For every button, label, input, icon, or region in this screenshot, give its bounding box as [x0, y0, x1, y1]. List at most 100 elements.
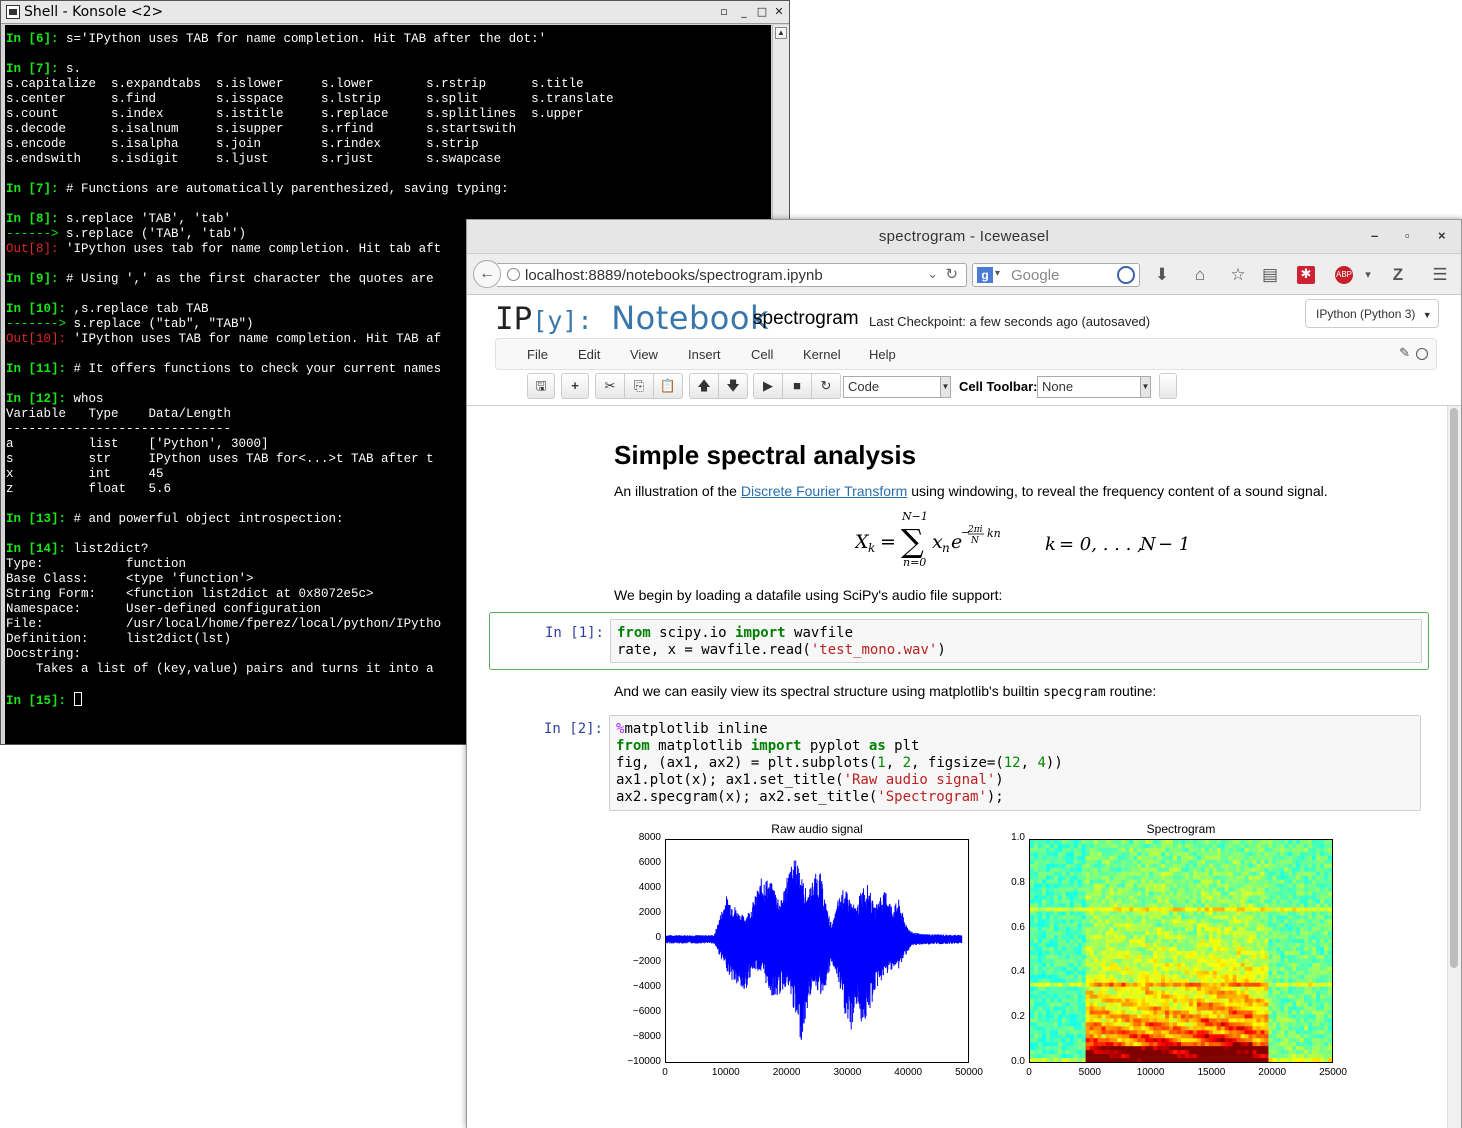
search-icon[interactable]	[1117, 266, 1135, 284]
code-editor[interactable]: %matplotlib inline from matplotlib impor…	[609, 715, 1421, 811]
move-down-icon[interactable]: 🡇	[718, 373, 748, 399]
search-input[interactable]: Google	[1011, 267, 1060, 284]
url-text[interactable]: localhost:8889/notebooks/spectrogram.ipy…	[525, 267, 823, 284]
spectrogram-cell	[1232, 982, 1238, 988]
spectrogram-cell	[1113, 927, 1119, 932]
dft-link[interactable]: Discrete Fourier Transform	[740, 483, 908, 499]
spectrogram-cell	[1204, 1058, 1210, 1062]
home-icon[interactable]: ⌂	[1194, 265, 1206, 284]
spectrogram-cell	[1240, 1022, 1246, 1027]
minimize-button[interactable]: _	[741, 5, 747, 18]
spectrogram-cell	[1137, 871, 1142, 877]
maximize-button[interactable]: □	[756, 5, 768, 18]
terminal-output[interactable]: In [6]: s='IPython uses TAB for name com…	[5, 25, 771, 744]
code-text[interactable]: %matplotlib inline from matplotlib impor…	[616, 721, 1063, 805]
spectrogram-cell	[1121, 1050, 1126, 1055]
back-button[interactable]: ←	[473, 260, 501, 288]
code-text[interactable]: from scipy.io import wavfile rate, x = w…	[617, 625, 946, 658]
spectrogram-cell	[1300, 840, 1305, 845]
download-icon[interactable]: ⬇	[1154, 265, 1170, 284]
bookmark-star-icon[interactable]: ☆	[1230, 265, 1246, 284]
move-up-icon[interactable]: 🡅	[689, 373, 719, 399]
code-editor[interactable]: from scipy.io import wavfile rate, x = w…	[610, 619, 1422, 663]
menu-view[interactable]: View	[630, 347, 658, 362]
spectrogram-cell	[1300, 966, 1305, 972]
maximize-button[interactable]: ▫	[1405, 228, 1410, 243]
spectrogram-cell	[1236, 958, 1242, 964]
chevron-down-icon[interactable]: ▾	[995, 268, 1001, 279]
menu-file[interactable]: File	[527, 347, 548, 362]
spectrogram-cell	[1248, 1010, 1254, 1016]
code-cell-1[interactable]: In [1]: from scipy.io import wavfile rat…	[489, 612, 1429, 670]
kernel-selector[interactable]: IPython (Python 3) ▼	[1305, 299, 1439, 328]
reload-icon[interactable]: ↻	[945, 266, 958, 283]
notebook-scrollbar[interactable]	[1447, 406, 1461, 1128]
code-cell-2[interactable]: In [2]: %matplotlib inline from matplotl…	[489, 709, 1429, 813]
pencil-icon[interactable]: ✎	[1399, 345, 1410, 360]
spectrogram-cell	[1208, 954, 1214, 960]
menu-icon[interactable]: ▫	[720, 5, 728, 18]
extra-toolbar-button[interactable]	[1159, 373, 1177, 399]
spectrogram-cell	[1097, 1058, 1103, 1062]
scrollbar-thumb[interactable]	[1450, 408, 1458, 968]
spectrogram-cell	[1057, 947, 1063, 952]
cut-icon[interactable]: ✂	[595, 373, 625, 399]
close-button[interactable]: ×	[1438, 228, 1446, 243]
spectrogram-cell	[1061, 1034, 1067, 1039]
search-bar[interactable]: g ▾ Google	[972, 263, 1140, 287]
browser-titlebar[interactable]: spectrogram - Iceweasel – ▫ ×	[467, 220, 1461, 254]
spectrogram-cell	[1073, 1014, 1079, 1019]
close-button[interactable]: ✕	[774, 5, 784, 18]
spectrogram-cell	[1069, 1014, 1075, 1019]
spectrogram-cell	[1037, 939, 1043, 944]
menu-edit[interactable]: Edit	[578, 347, 601, 362]
spectrogram-cell	[1268, 883, 1273, 889]
chevron-down-icon[interactable]: ▾	[1365, 269, 1371, 281]
notebook-body[interactable]: Simple spectral analysis An illustration…	[467, 406, 1461, 1128]
spectrogram-cell	[1125, 935, 1130, 940]
spectrogram-cell	[1161, 982, 1166, 988]
menu-insert[interactable]: Insert	[688, 347, 721, 362]
spectrogram-cell	[1145, 1038, 1150, 1043]
save-icon[interactable]: 🖫	[527, 373, 555, 399]
addon-icon[interactable]: ✱	[1297, 266, 1315, 284]
spectrogram-cell	[1300, 970, 1305, 976]
spectrogram-cell	[1085, 962, 1091, 968]
spectrogram-cell	[1300, 843, 1305, 849]
konsole-titlebar[interactable]: Shell - Konsole <2> ▫ _ □ ✕	[1, 1, 789, 24]
spectrogram-cell	[1145, 927, 1150, 932]
url-bar[interactable]: localhost:8889/notebooks/spectrogram.ipy…	[497, 263, 967, 287]
spectrogram-cell	[1125, 895, 1130, 901]
zotero-icon[interactable]: Z	[1392, 265, 1404, 284]
spectrogram-cell	[1049, 887, 1055, 893]
chevron-down-icon[interactable]: ⌄	[927, 266, 938, 281]
reading-list-icon[interactable]: ▤	[1261, 265, 1279, 284]
paste-icon[interactable]: 📋	[653, 373, 683, 399]
copy-icon[interactable]: ⎘	[624, 373, 654, 399]
spectrogram-cell	[1049, 899, 1055, 905]
spectrogram-cell	[1125, 915, 1130, 920]
menu-kernel[interactable]: Kernel	[803, 347, 841, 362]
spectrogram-cell	[1145, 990, 1150, 996]
menu-help[interactable]: Help	[869, 347, 896, 362]
cell-type-select[interactable]: Code ▼	[843, 376, 951, 398]
restart-icon[interactable]: ↻	[811, 373, 841, 399]
minimize-button[interactable]: –	[1371, 228, 1379, 243]
cell-toolbar-select[interactable]: None ▼	[1037, 376, 1151, 398]
notebook-name[interactable]: spectrogram	[753, 308, 859, 329]
google-icon[interactable]: g	[977, 267, 993, 283]
spectrogram-cell	[1224, 1006, 1230, 1012]
spectrogram-cell	[1157, 954, 1162, 960]
spectrogram-cell	[1137, 903, 1142, 908]
spectrogram-cell	[1121, 990, 1126, 996]
spectrogram-cell	[1240, 927, 1246, 932]
stop-icon[interactable]: ■	[782, 373, 812, 399]
ipython-logo[interactable]: IP[y]: Notebook	[495, 299, 769, 337]
menu-cell[interactable]: Cell	[751, 347, 774, 362]
insert-cell-icon[interactable]: +	[561, 373, 589, 399]
cell-prompt: In [2]:	[543, 721, 603, 737]
hamburger-menu-icon[interactable]: ☰	[1432, 265, 1448, 284]
adblock-icon[interactable]: ABP	[1335, 266, 1353, 284]
scroll-up-icon[interactable]: ▲	[775, 27, 787, 39]
run-icon[interactable]: ▶	[753, 373, 783, 399]
